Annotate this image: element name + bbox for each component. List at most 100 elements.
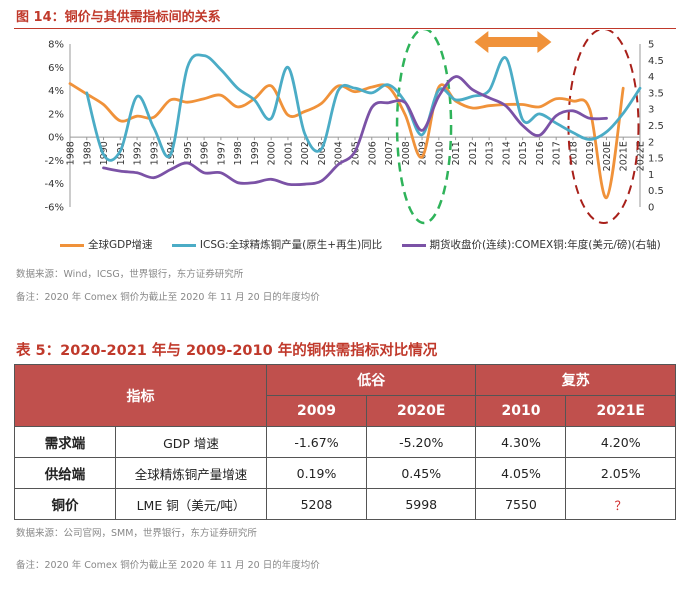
series-layer [68,53,642,200]
x-tick-label: 1997 [216,141,227,165]
cell-value: 0.19% [266,457,367,489]
legend-comex-swatch [401,243,426,247]
y-right-tick-label: 0.5 [648,186,664,197]
figure-note: 备注：2020 年 Comex 铜价为截止至 2020 年 11 月 20 日的… [16,292,320,303]
cell-value: 2.05% [565,457,676,489]
table-row: 需求端 GDP 增速 -1.67% -5.20% 4.30% 4.20% [14,426,676,458]
table-row: 供给端 全球精炼铜产量增速 0.19% 0.45% 4.05% 2.05% [14,457,676,489]
y-right-tick-label: 1 [648,170,654,181]
x-tick-label: 2020E [602,141,613,171]
header-indicator: 指标 [14,364,267,427]
y-right-tick-label: 5 [648,40,654,51]
y-right-tick-label: 3 [648,105,654,116]
row-metric: LME 铜（美元/吨） [115,488,267,520]
header-recovery: 复苏 [475,364,676,396]
x-tick-label: 2010 [434,141,445,165]
cell-value: 0.45% [365,457,477,489]
x-tick-label: 2018 [568,141,579,165]
y-left-tick-label: -2% [45,156,64,167]
x-tick-label: 1992 [133,141,144,165]
legend-gdp-label: 全球GDP增速 [88,239,153,251]
annotation-layer [395,30,640,225]
x-tick-label: 1999 [250,141,261,165]
x-tick-label: 2016 [535,141,546,165]
x-tick-label: 2013 [485,141,496,165]
y-right-tick-label: 1.5 [648,154,664,165]
y-left-tick-label: -6% [45,203,64,214]
dashed-oval-2009 [395,30,453,225]
year-2021e: 2021E [565,395,676,427]
y-right-tick-label: 2 [648,137,654,148]
table-header-row: 指标 低谷 复苏 [14,364,676,427]
y-left-tick-label: 8% [48,40,64,51]
y-right-tick-label: 2.5 [648,121,664,132]
series-line-comex [102,75,608,187]
year-2010: 2010 [475,395,567,427]
cell-value: 4.20% [565,426,676,458]
cell-value: -1.67% [266,426,367,458]
y-left-tick-label: 2% [48,109,64,120]
row-metric: 全球精炼铜产量增速 [115,457,267,489]
cell-value: 5998 [365,488,477,520]
legend-gdp: 全球GDP增速 [60,237,153,252]
series-line-gdp [68,82,625,200]
table-row: 铜价 LME 铜（美元/吨） 5208 5998 7550 ？ [14,488,676,520]
chart-legend: 全球GDP增速 ICSG:全球精炼铜产量(原生+再生)同比 期货收盘价(连续):… [60,237,688,252]
legend-icsg: ICSG:全球精炼铜产量(原生+再生)同比 [171,237,383,252]
table-source: 数据来源：公司官网，SMM，世界银行，东方证券研究所 [16,528,257,539]
cell-value: -5.20% [365,426,477,458]
x-tick-label: 2012 [468,141,479,165]
legend-comex: 期货收盘价(连续):COMEX铜:年度(美元/磅)(右轴) [401,237,661,252]
x-tick-label: 2000 [267,141,278,165]
x-tick-label: 2001 [283,141,294,165]
x-tick-label: 1993 [149,141,160,165]
x-tick-label: 1998 [233,141,244,165]
y-left-tick-label: -4% [45,179,64,190]
legend-icsg-swatch [171,243,196,247]
dashed-oval-2020e [567,30,640,224]
title-divider [14,28,676,29]
y-right-tick-label: 0 [648,203,654,214]
series-line-icsg [85,53,642,162]
x-tick-label: 2022E [636,141,647,171]
row-category: 需求端 [14,426,116,458]
y-left-tick-label: 4% [48,86,64,97]
x-tick-label: 2003 [317,141,328,165]
double-arrow-annotation [474,31,552,53]
year-2009: 2009 [266,395,367,427]
x-tick-label: 2002 [300,141,311,165]
x-tick-label: 2005 [351,141,362,165]
axes-layer: -6% -4% -2% 0% 2% 4% 6% 8% 0 0.5 1 1.5 2 2.5 3 3.5 4 4.5 5… [45,40,664,214]
legend-gdp-swatch [60,243,84,247]
x-tick-label: 1990 [99,141,110,165]
x-tick-label: 2007 [384,141,395,165]
table-note: 备注：2020 年 Comex 铜价为截止至 2020 年 11 月 20 日的… [16,560,320,571]
table-title: 表 5：2020-2021 年与 2009-2010 年的铜供需指标对比情况 [16,343,438,359]
x-tick-label: 1995 [183,141,194,165]
x-tick-label: 2011 [451,141,462,165]
legend-comex-label: 期货收盘价(连续):COMEX铜:年度(美元/磅)(右轴) [429,239,661,251]
x-tick-label: 2019 [585,141,596,165]
header-trough: 低谷 [265,364,477,396]
x-tick-label: 2004 [334,141,345,165]
x-tick-label: 1988 [66,141,77,165]
y-left-tick-label: 0% [48,133,64,144]
x-tick-label: 2017 [552,141,563,165]
x-tick-label: 2015 [518,141,529,165]
x-tick-label: 1991 [116,141,127,165]
x-tick-label: 1989 [82,141,93,165]
x-tick-label: 2014 [501,141,512,165]
cell-value: 4.05% [475,457,567,489]
cell-value: 5208 [266,488,367,520]
cell-value: 7550 [475,488,567,520]
x-tick-label: 2006 [367,141,378,165]
row-metric: GDP 增速 [115,426,267,458]
year-2020e: 2020E [365,395,477,427]
x-tick-label: 1996 [200,141,211,165]
y-left-tick-label: 6% [48,63,64,74]
x-tick-label: 2021E [619,141,630,171]
figure-source: 数据来源：Wind，ICSG，世界银行，东方证券研究所 [16,269,244,280]
row-category: 铜价 [14,488,116,520]
legend-icsg-label: ICSG:全球精炼铜产量(原生+再生)同比 [199,239,383,251]
y-right-tick-label: 4 [648,72,654,83]
